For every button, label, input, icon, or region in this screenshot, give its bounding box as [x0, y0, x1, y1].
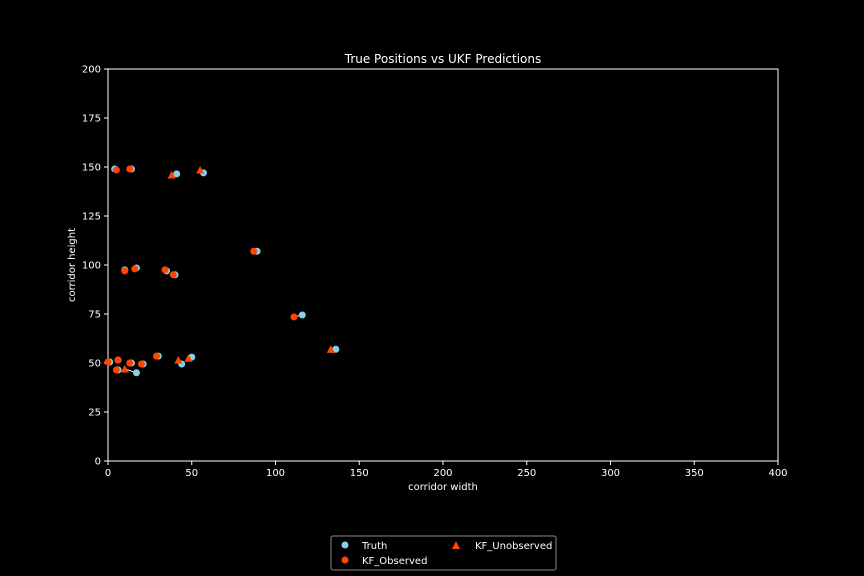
- kf-unobserved-point: [184, 354, 193, 362]
- y-tick-label: 0: [95, 457, 101, 468]
- x-tick-label: 50: [185, 468, 198, 479]
- x-tick-label: 250: [517, 468, 536, 479]
- legend-observed-marker: [341, 556, 349, 564]
- plot-area: [107, 68, 779, 462]
- kf-unobserved-point: [174, 356, 183, 364]
- kf-observed-point: [131, 265, 139, 273]
- chart-title: True Positions vs UKF Predictions: [344, 52, 542, 66]
- x-tick-label: 400: [768, 468, 787, 479]
- x-axis-label: corridor width: [408, 482, 478, 493]
- x-tick-label: 0: [105, 468, 111, 479]
- y-tick-label: 125: [82, 212, 101, 223]
- legend-box: [330, 535, 557, 571]
- y-tick-label: 150: [82, 163, 101, 174]
- data-points: [104, 165, 340, 377]
- kf-observed-point: [112, 366, 120, 374]
- x-tick-label: 300: [601, 468, 620, 479]
- kf-observed-point: [126, 165, 134, 173]
- truth-point: [173, 170, 181, 178]
- kf-observed-point: [161, 266, 169, 274]
- kf-unobserved-point: [196, 165, 205, 174]
- x-tick-label: 350: [685, 468, 704, 479]
- kf-unobserved-point: [326, 345, 335, 353]
- y-tick-label: 200: [82, 65, 101, 76]
- truth-point: [298, 311, 306, 319]
- legend-unobserved-marker: [452, 541, 460, 549]
- y-axis-label: corridor height: [67, 228, 78, 302]
- kf-observed-point: [250, 247, 258, 255]
- x-tick-label: 100: [266, 468, 285, 479]
- y-tick-label: 175: [82, 114, 101, 125]
- kf-observed-point: [112, 166, 120, 174]
- kf-observed-point: [169, 271, 177, 279]
- kf-unobserved-point: [120, 364, 129, 373]
- legend-unobserved-label: KF_Unobserved: [475, 541, 552, 552]
- axis-ticks: 0 50 100 150 200 250 300 350 400 0 25 50 75 100 125 150…: [82, 65, 788, 480]
- legend-truth-label: Truth: [361, 541, 387, 552]
- x-tick-label: 200: [433, 468, 452, 479]
- legend-truth-marker: [341, 541, 349, 549]
- y-tick-label: 50: [88, 359, 101, 370]
- kf-observed-point: [114, 356, 122, 364]
- truth-point: [132, 369, 140, 377]
- kf-unobserved-point: [167, 170, 176, 179]
- kf-observed-point: [290, 313, 298, 321]
- kf-observed-point: [104, 358, 112, 366]
- legend-observed-label: KF_Observed: [362, 556, 427, 567]
- y-tick-label: 25: [88, 408, 101, 419]
- y-tick-label: 100: [82, 261, 101, 272]
- y-tick-label: 75: [88, 310, 101, 321]
- kf-observed-point: [121, 267, 129, 275]
- kf-observed-point: [138, 360, 145, 368]
- truth-point: [332, 345, 340, 353]
- legend: Truth KF_Observed KF_Unobserved: [330, 535, 557, 571]
- kf-observed-point: [153, 352, 161, 360]
- x-tick-label: 150: [350, 468, 369, 479]
- kf-observed-point: [126, 359, 134, 367]
